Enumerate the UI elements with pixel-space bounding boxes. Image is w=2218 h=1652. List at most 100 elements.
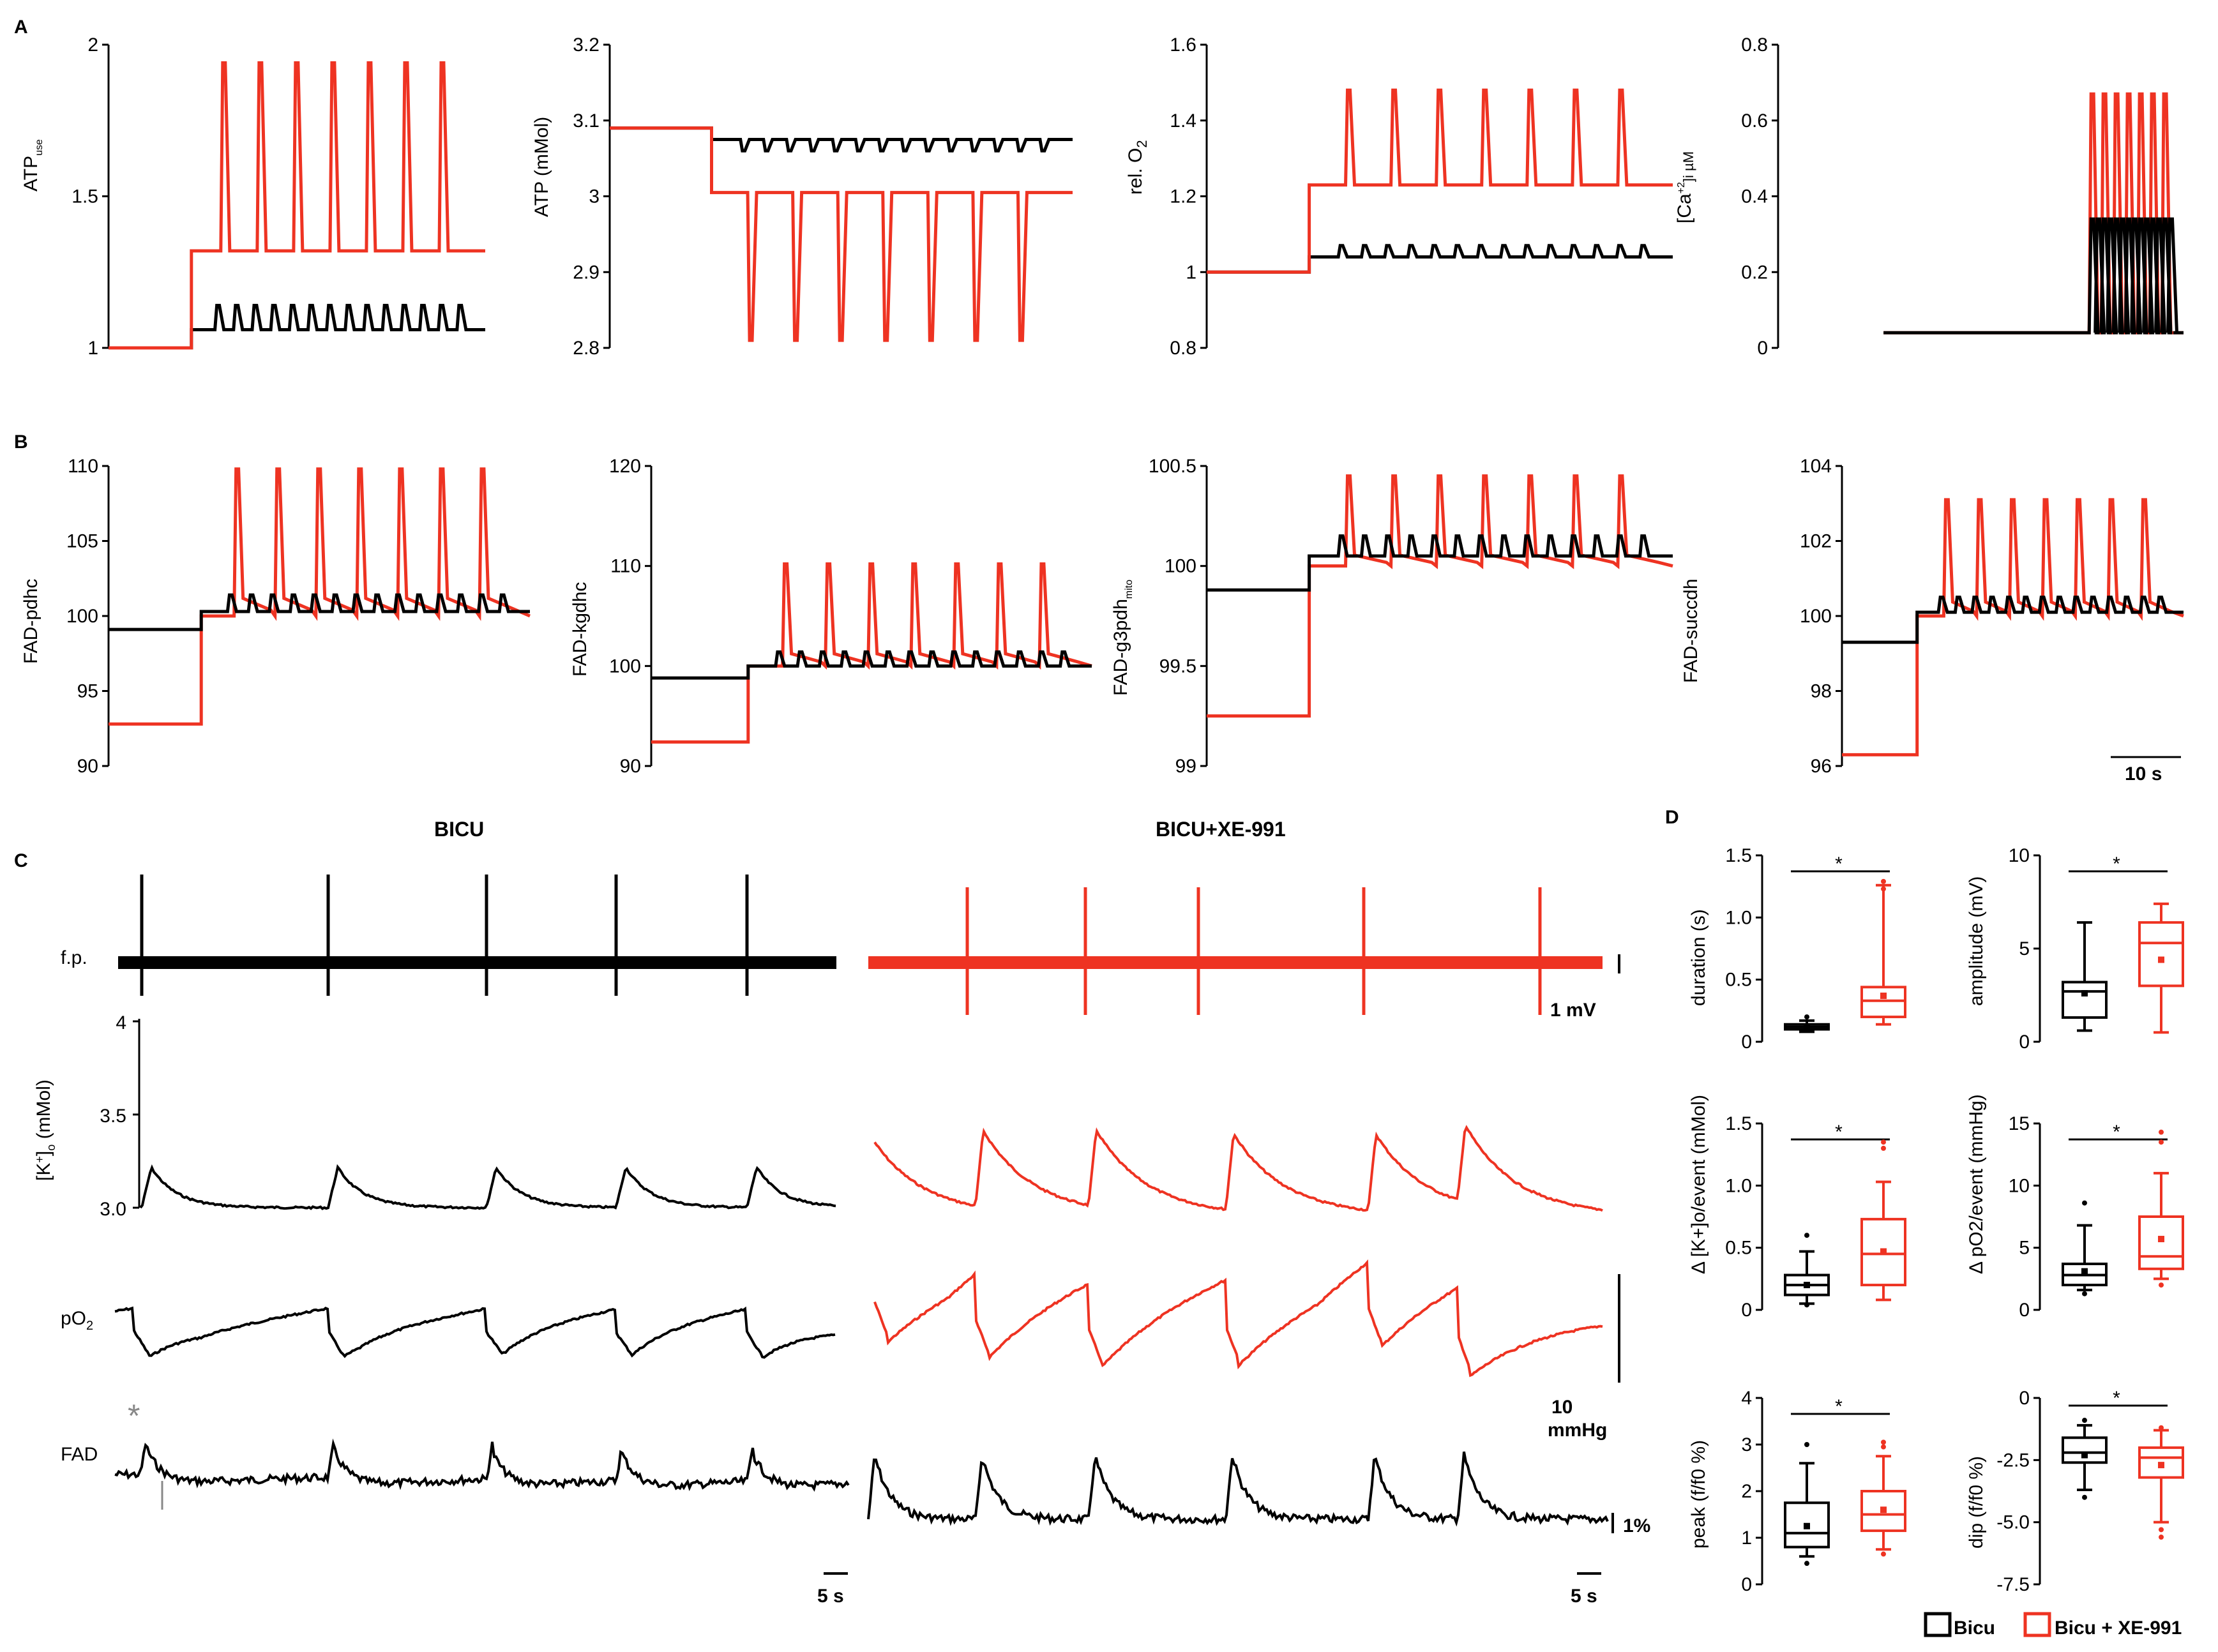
boxplot-dip: 0 -2.5 -5.0 -7.5 dip (f/f0 %) * (1966, 1388, 2184, 1595)
chart-A1: 11.52 (72, 34, 485, 359)
y-tick-label: 100.5 (1149, 456, 1196, 477)
y-tick-label: 0.2 (1741, 262, 1768, 283)
y-tick-label: 2 (87, 34, 98, 56)
cond-left-title: BICU (434, 818, 484, 841)
y-tick-label: 100 (66, 606, 98, 627)
y-tick-label: 10 (2009, 845, 2030, 866)
y-tick-label: 0.8 (1741, 34, 1768, 56)
outlier-bicu (1804, 1014, 1809, 1020)
series-line-second (109, 61, 485, 350)
fp-band-left (118, 956, 836, 969)
ab-ylabels: ATPuse ATP (mMol) rel. O2 [Ca+2]i µM FAD… (20, 117, 1701, 696)
chart-A3: 0.8 1 1.2 1.4 1.6 (1170, 34, 1673, 359)
y-tick-label: 2.8 (573, 338, 600, 359)
panel-c: BICU BICU+XE-991 f.p. [K+]o (mMol) pO2 F… (33, 818, 1650, 1607)
y-tick-label: 102 (1800, 531, 1832, 552)
y-tick-label: 110 (68, 456, 98, 477)
fp-band-right (868, 956, 1603, 969)
chart-A4: 0 0.2 0.4 0.6 0.8 (1741, 34, 2184, 359)
y-axis-label: peak (f/f0 %) (1688, 1440, 1709, 1549)
y-tick-label: 95 (77, 681, 98, 702)
y-axis-label: Δ pO2/event (mmHg) (1966, 1094, 1987, 1274)
series-line-first (651, 562, 1092, 744)
scalebar-5s-right-label: 5 s (1571, 1586, 1597, 1607)
y-tick-label: 1.6 (1170, 34, 1196, 56)
mean-bicu (1804, 1282, 1810, 1289)
mean-xe (2158, 956, 2164, 963)
y-tick-label: 0.5 (1725, 1238, 1752, 1259)
mean-bicu (1804, 1522, 1810, 1529)
series-line-second (1207, 534, 1673, 592)
y-tick-label: 99.5 (1159, 656, 1196, 677)
y-tick-label: 98 (1811, 681, 1832, 702)
y-tick-label: 0 (2019, 1032, 2030, 1053)
k-tick-label-3-0: 3.0 (100, 1199, 126, 1220)
ylabel-a2: ATP (mMol) (531, 117, 552, 217)
y-tick-label: 104 (1800, 456, 1832, 477)
ylabel-a1: ATPuse (20, 139, 45, 191)
significance-star: * (1835, 1122, 1843, 1143)
panel-label-a: A (14, 17, 28, 38)
outlier-xe (2159, 1527, 2164, 1533)
outlier-xe (2159, 1282, 2164, 1288)
y-tick-label: 1.2 (1170, 186, 1196, 207)
series-line-first (610, 126, 1073, 153)
legend-label-bicu: Bicu (1954, 1618, 1995, 1639)
panel-label-c: C (14, 850, 28, 871)
chart-B1: 90 95 100 105 110 (66, 456, 531, 777)
legend: Bicu Bicu + XE-991 (1924, 1612, 2182, 1639)
y-tick-label: 10 (2009, 1175, 2030, 1196)
significance-star: * (1835, 1396, 1843, 1417)
scalebar-1pct-label: 1% (1623, 1515, 1650, 1536)
outlier-xe (2159, 1425, 2164, 1430)
y-tick-label: 100 (1165, 556, 1196, 577)
y-tick-label: 0 (1741, 1574, 1752, 1595)
legend-label-xe: Bicu + XE-991 (2055, 1618, 2182, 1639)
y-axis-label: amplitude (mV) (1966, 876, 1987, 1006)
ylabel-a3: rel. O2 (1125, 140, 1150, 195)
outlier-xe (2159, 1535, 2164, 1540)
y-tick-label: 2.9 (573, 262, 600, 283)
k-tick-label-3-5: 3.5 (100, 1106, 126, 1127)
outlier-xe (1881, 1444, 1886, 1450)
po2-trace-left (114, 1306, 836, 1359)
y-tick-label: 1 (87, 338, 98, 359)
series-line-second (109, 593, 530, 631)
outlier-bicu (1804, 1442, 1809, 1447)
fad-trace-left (114, 1438, 850, 1492)
y-tick-label: 3.2 (573, 34, 600, 56)
y-tick-label: 0 (1757, 338, 1768, 359)
outlier-xe (1881, 878, 1886, 884)
significance-star: * (1835, 853, 1843, 875)
y-tick-label: 0.8 (1170, 338, 1196, 359)
y-tick-label: 99 (1175, 756, 1196, 777)
panel-label-d: D (1665, 807, 1679, 828)
label-fp: f.p. (61, 947, 87, 968)
y-tick-label: 0.5 (1725, 970, 1752, 991)
mean-xe (2158, 1462, 2164, 1469)
outlier-bicu (2082, 1494, 2087, 1500)
mean-bicu (1804, 1023, 1810, 1030)
asterisk-marker: * (128, 1398, 140, 1434)
outlier-bicu (1804, 1561, 1809, 1566)
series-line-first (1842, 498, 2184, 756)
mean-xe (1880, 1506, 1887, 1513)
y-tick-label: 1.4 (1170, 110, 1196, 131)
outlier-xe (2159, 1129, 2164, 1135)
y-tick-label: -5.0 (1996, 1512, 2030, 1533)
scalebar-10mmhg-label-2: mmHg (1548, 1420, 1607, 1441)
outlier-bicu (1804, 1233, 1809, 1238)
traces-c (114, 875, 1609, 1527)
mean-xe (1880, 1248, 1887, 1255)
panel-label-b: B (14, 432, 28, 453)
y-tick-label: 0 (1741, 1300, 1752, 1321)
significance-star: * (2113, 1122, 2120, 1143)
ylabel-b4: FAD-succdh (1680, 579, 1701, 683)
outlier-bicu (2082, 1291, 2087, 1296)
chart-A2: 2.8 2.9 3 3.1 3.2 (573, 34, 1073, 359)
ylabel-b2: FAD-kgdhc (570, 582, 591, 677)
y-tick-label: 90 (77, 756, 98, 777)
po2-trace-right (873, 1259, 1603, 1378)
y-tick-label: 110 (610, 556, 641, 577)
